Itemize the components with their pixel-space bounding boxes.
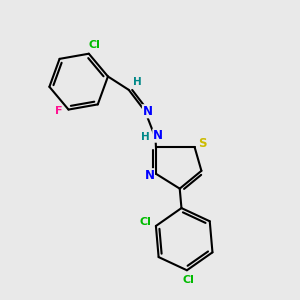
Text: Cl: Cl <box>140 217 152 226</box>
Text: F: F <box>55 106 63 116</box>
Text: Cl: Cl <box>182 275 194 285</box>
Text: H: H <box>141 131 150 142</box>
Text: S: S <box>198 137 206 150</box>
Text: N: N <box>144 169 154 182</box>
Text: H: H <box>133 77 141 87</box>
Text: Cl: Cl <box>88 40 100 50</box>
Text: N: N <box>153 129 163 142</box>
Text: N: N <box>142 105 152 118</box>
